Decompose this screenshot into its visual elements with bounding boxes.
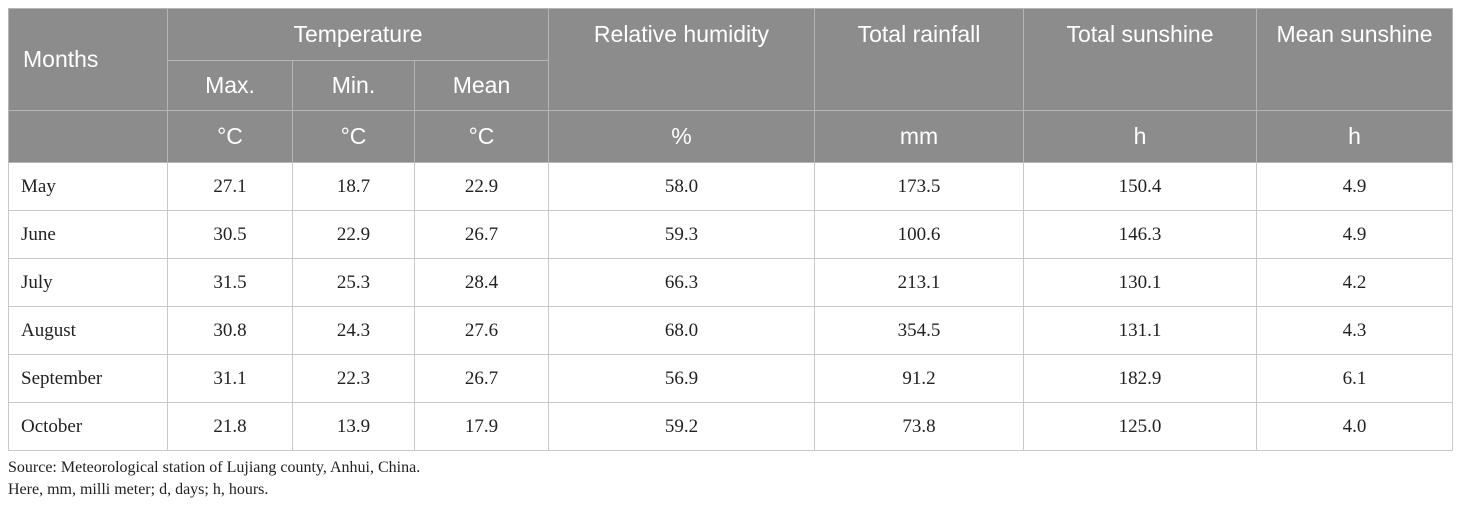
month-cell: August	[8, 306, 168, 355]
data-cell: 30.8	[167, 306, 293, 355]
data-cell: 173.5	[814, 162, 1024, 211]
data-cell: 150.4	[1023, 162, 1257, 211]
rainfall-header: Total rainfall	[814, 8, 1024, 111]
data-cell: 31.1	[167, 354, 293, 403]
table-footnotes: Source: Meteorological station of Lujian…	[8, 457, 1452, 501]
data-cell: 4.0	[1256, 402, 1453, 451]
unit-cell: °C	[414, 110, 549, 163]
unit-cell: %	[548, 110, 815, 163]
data-cell: 73.8	[814, 402, 1024, 451]
data-cell: 30.5	[167, 210, 293, 259]
data-cell: 58.0	[548, 162, 815, 211]
data-cell: 27.1	[167, 162, 293, 211]
data-cell: 66.3	[548, 258, 815, 307]
data-cell: 22.9	[414, 162, 549, 211]
data-cell: 22.9	[292, 210, 415, 259]
unit-cell: h	[1256, 110, 1453, 163]
table-row: September 31.1 22.3 26.7 56.9 91.2 182.9…	[8, 354, 1453, 403]
data-cell: 4.9	[1256, 210, 1453, 259]
data-cell: 146.3	[1023, 210, 1257, 259]
unit-cell: °C	[167, 110, 293, 163]
data-cell: 4.2	[1256, 258, 1453, 307]
data-cell: 17.9	[414, 402, 549, 451]
table-row: July 31.5 25.3 28.4 66.3 213.1 130.1 4.2	[8, 258, 1453, 307]
table-row: June 30.5 22.9 26.7 59.3 100.6 146.3 4.9	[8, 210, 1453, 259]
month-cell: October	[8, 402, 168, 451]
data-cell: 59.3	[548, 210, 815, 259]
table-row: October 21.8 13.9 17.9 59.2 73.8 125.0 4…	[8, 402, 1453, 451]
data-cell: 59.2	[548, 402, 815, 451]
temperature-header: Temperature	[167, 8, 549, 61]
data-cell: 182.9	[1023, 354, 1257, 403]
data-cell: 24.3	[292, 306, 415, 355]
month-cell: June	[8, 210, 168, 259]
table-body: May 27.1 18.7 22.9 58.0 173.5 150.4 4.9 …	[8, 162, 1453, 451]
month-cell: May	[8, 162, 168, 211]
data-cell: 26.7	[414, 354, 549, 403]
data-cell: 18.7	[292, 162, 415, 211]
data-cell: 21.8	[167, 402, 293, 451]
temp-max-header: Max.	[167, 60, 293, 111]
data-cell: 25.3	[292, 258, 415, 307]
mean-sunshine-header: Mean sunshine	[1256, 8, 1453, 111]
units-blank-cell	[8, 110, 168, 163]
data-cell: 213.1	[814, 258, 1024, 307]
header-row-2: Max. Min. Mean	[9, 60, 1453, 111]
unit-cell: mm	[814, 110, 1024, 163]
temp-min-header: Min.	[292, 60, 415, 111]
table-row: May 27.1 18.7 22.9 58.0 173.5 150.4 4.9	[8, 162, 1453, 211]
data-cell: 56.9	[548, 354, 815, 403]
data-cell: 100.6	[814, 210, 1024, 259]
data-cell: 4.9	[1256, 162, 1453, 211]
temp-mean-header: Mean	[414, 60, 549, 111]
months-header: Months	[8, 8, 168, 111]
total-sunshine-header: Total sunshine	[1023, 8, 1257, 111]
source-note: Source: Meteorological station of Lujian…	[8, 459, 421, 476]
unit-cell: h	[1023, 110, 1257, 163]
header-row-1: Months Temperature Relative humidity Tot…	[8, 8, 1453, 111]
month-cell: July	[8, 258, 168, 307]
data-cell: 28.4	[414, 258, 549, 307]
data-cell: 22.3	[292, 354, 415, 403]
data-cell: 68.0	[548, 306, 815, 355]
data-cell: 354.5	[814, 306, 1024, 355]
data-cell: 31.5	[167, 258, 293, 307]
data-cell: 125.0	[1023, 402, 1257, 451]
data-cell: 130.1	[1023, 258, 1257, 307]
table-header: Months Temperature Relative humidity Tot…	[8, 8, 1453, 163]
data-cell: 4.3	[1256, 306, 1453, 355]
data-cell: 27.6	[414, 306, 549, 355]
data-cell: 91.2	[814, 354, 1024, 403]
month-cell: September	[8, 354, 168, 403]
unit-cell: °C	[292, 110, 415, 163]
data-cell: 6.1	[1256, 354, 1453, 403]
table-row: August 30.8 24.3 27.6 68.0 354.5 131.1 4…	[8, 306, 1453, 355]
humidity-header: Relative humidity	[548, 8, 815, 111]
data-cell: 13.9	[292, 402, 415, 451]
units-row: °C °C °C % mm h h	[8, 110, 1453, 163]
abbreviation-note: Here, mm, milli meter; d, days; h, hours…	[8, 481, 269, 498]
table-container: Months Temperature Relative humidity Tot…	[8, 8, 1453, 501]
data-cell: 131.1	[1023, 306, 1257, 355]
data-cell: 26.7	[414, 210, 549, 259]
climate-table: Months Temperature Relative humidity Tot…	[8, 8, 1453, 451]
